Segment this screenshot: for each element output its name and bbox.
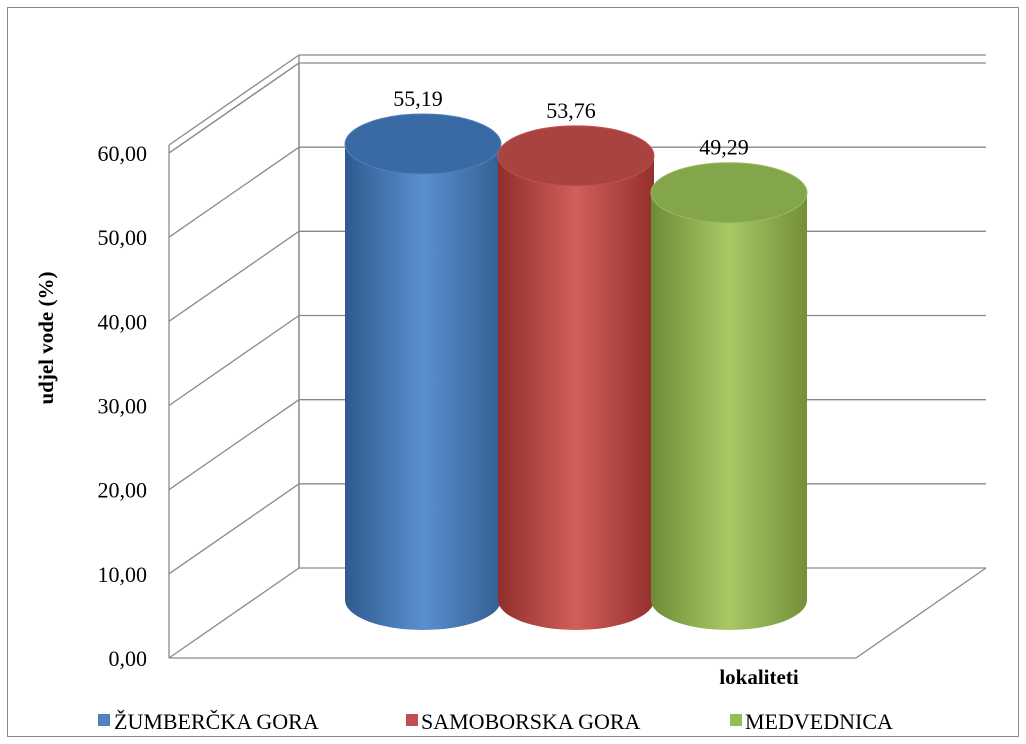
gridline-side xyxy=(168,567,300,659)
bar-body xyxy=(651,192,807,630)
data-label: 53,76 xyxy=(546,98,596,123)
legend-swatch xyxy=(98,714,110,726)
y-tick-label: 20,00 xyxy=(98,478,148,503)
legend-swatch xyxy=(730,714,742,726)
gridline-side xyxy=(168,54,300,146)
labels-layer: 0,00 10,00 20,00 30,00 40,00 50,00 60,00 55,19 5… xyxy=(98,86,749,671)
data-label: 49,29 xyxy=(699,135,749,160)
bar-body xyxy=(345,144,501,630)
y-tick-label: 30,00 xyxy=(98,394,148,419)
gridline-side xyxy=(168,146,300,238)
y-tick-label: 50,00 xyxy=(98,225,148,250)
legend-label: MEDVEDNICA xyxy=(745,709,893,734)
legend-swatch xyxy=(406,714,418,726)
bar-cylinder xyxy=(650,162,808,630)
floor-right-edge xyxy=(855,567,987,659)
x-axis-title: lokaliteti xyxy=(719,665,798,689)
y-axis-title: udjel vode (%) xyxy=(34,272,58,405)
legend-item: ŽUMBERČKA GORA xyxy=(98,709,319,734)
bar-top xyxy=(344,113,502,175)
chart-svg: 0,00 10,00 20,00 30,00 40,00 50,00 60,00 55,19 5… xyxy=(34,54,987,734)
legend-label: SAMOBORSKA GORA xyxy=(421,709,641,734)
gridline-side xyxy=(168,314,300,407)
y-tick-label: 40,00 xyxy=(98,309,148,334)
y-tick-label: 0,00 xyxy=(109,646,148,671)
y-tick-label: 10,00 xyxy=(98,562,148,587)
gridline-side xyxy=(168,483,300,575)
bar-top xyxy=(650,162,808,224)
bar-cylinder xyxy=(497,125,655,630)
y-tick-label: 60,00 xyxy=(98,141,148,166)
chart-frame: 0,00 10,00 20,00 30,00 40,00 50,00 60,00 55,19 5… xyxy=(7,7,1019,737)
data-label: 55,19 xyxy=(393,86,443,111)
legend: ŽUMBERČKA GORA SAMOBORSKA GORA MEDVEDNICA xyxy=(98,709,893,734)
legend-item: SAMOBORSKA GORA xyxy=(406,709,641,734)
wall-top-edge xyxy=(168,62,300,154)
legend-label: ŽUMBERČKA GORA xyxy=(114,709,319,734)
bar-cylinder xyxy=(344,113,502,630)
gridline-side xyxy=(168,399,300,491)
bar-body xyxy=(498,155,654,630)
gridline-side xyxy=(168,230,300,322)
bars-layer xyxy=(344,113,808,630)
legend-item: MEDVEDNICA xyxy=(730,709,893,734)
bar-top xyxy=(497,125,655,187)
